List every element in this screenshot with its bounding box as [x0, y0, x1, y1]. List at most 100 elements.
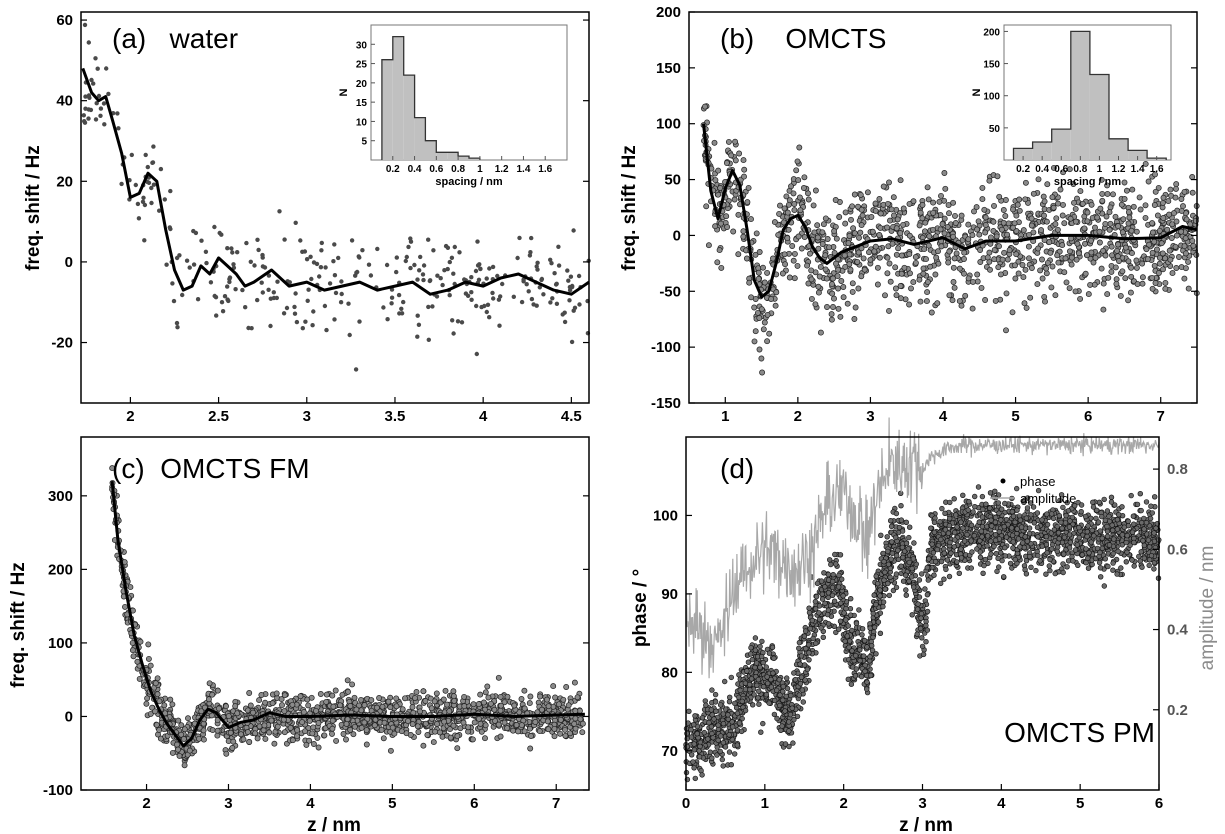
data-point: [484, 276, 489, 281]
data-point: [907, 270, 913, 277]
data-point: [408, 265, 413, 271]
data-point: [451, 271, 456, 276]
x-tick-label: 7: [552, 795, 560, 812]
data-point: [950, 264, 957, 271]
inset-x-tick-label: 0.2: [386, 164, 400, 175]
data-point: [292, 304, 297, 310]
data-point: [565, 268, 570, 273]
data-point: [941, 215, 948, 222]
data-point: [725, 138, 732, 145]
data-point: [923, 256, 929, 263]
data-point: [223, 703, 229, 710]
data-point: [973, 204, 980, 211]
x-tick-label: 5: [388, 795, 396, 812]
data-point: [332, 317, 337, 322]
data-point: [1108, 243, 1115, 250]
data-point: [162, 197, 167, 202]
data-point: [1160, 215, 1167, 221]
data-point: [791, 275, 798, 282]
data-point: [238, 731, 244, 738]
x-tick-label: 2: [794, 408, 802, 425]
data-point: [518, 722, 525, 729]
data-point: [521, 728, 528, 735]
data-point: [1159, 199, 1166, 206]
phase-point: [813, 640, 819, 647]
data-point: [1013, 212, 1020, 219]
data-point: [921, 228, 928, 235]
y-tick-label: 150: [656, 60, 681, 77]
histogram-bar: [436, 152, 448, 160]
data-point: [890, 194, 897, 201]
data-point: [317, 274, 322, 279]
data-point: [807, 250, 813, 257]
data-point: [256, 247, 261, 253]
data-point: [912, 259, 919, 266]
data-point: [732, 157, 739, 164]
data-point: [828, 311, 835, 318]
data-point: [490, 290, 495, 296]
data-point: [134, 658, 141, 665]
histogram-bar: [447, 152, 459, 160]
data-point: [910, 198, 917, 205]
data-point: [936, 198, 943, 205]
data-point: [997, 271, 1004, 278]
phase-point: [1134, 501, 1141, 508]
data-point: [984, 254, 991, 261]
data-point: [529, 296, 535, 302]
data-point: [735, 251, 742, 258]
data-point: [874, 264, 881, 271]
data-point: [145, 641, 152, 648]
x-tick-label: 3.5: [385, 408, 406, 425]
data-point: [861, 266, 868, 273]
data-point: [1066, 248, 1073, 255]
data-point: [857, 229, 864, 236]
data-point: [552, 271, 557, 276]
data-point: [420, 688, 427, 695]
data-point: [169, 749, 176, 756]
data-point: [1160, 194, 1167, 201]
data-point: [1059, 212, 1066, 219]
data-point: [1081, 225, 1088, 232]
phase-point: [924, 608, 931, 615]
data-point: [421, 277, 426, 283]
data-point: [1049, 194, 1056, 201]
data-point: [796, 194, 803, 201]
data-point: [373, 704, 380, 711]
data-point: [1019, 261, 1026, 268]
data-point: [254, 735, 261, 742]
data-point: [916, 222, 923, 229]
data-point: [209, 727, 216, 734]
data-point: [1094, 214, 1101, 221]
phase-point: [1105, 563, 1111, 570]
data-point: [1117, 292, 1124, 299]
data-point: [151, 144, 156, 149]
data-point: [440, 696, 447, 703]
data-point: [572, 305, 578, 310]
data-point: [1043, 265, 1050, 272]
data-point: [214, 717, 221, 724]
data-point: [518, 696, 525, 702]
data-point: [576, 273, 582, 279]
data-point: [225, 297, 230, 302]
data-point: [412, 695, 418, 701]
data-point: [417, 708, 423, 715]
x-tick-label: 1: [721, 408, 729, 425]
data-point: [562, 726, 568, 733]
data-point: [300, 326, 305, 331]
data-point: [805, 196, 812, 203]
data-point: [1122, 275, 1129, 282]
data-point: [784, 235, 791, 242]
data-point: [991, 202, 997, 209]
histogram-bar: [1032, 142, 1052, 160]
data-point: [358, 707, 365, 714]
data-point: [330, 703, 337, 710]
data-point: [831, 295, 837, 302]
data-point: [1151, 238, 1158, 245]
data-point: [469, 297, 474, 302]
phase-point: [712, 691, 719, 698]
data-point: [888, 206, 895, 213]
data-point: [900, 205, 907, 212]
data-point: [376, 695, 383, 701]
data-point: [106, 91, 111, 97]
data-point: [906, 232, 913, 239]
